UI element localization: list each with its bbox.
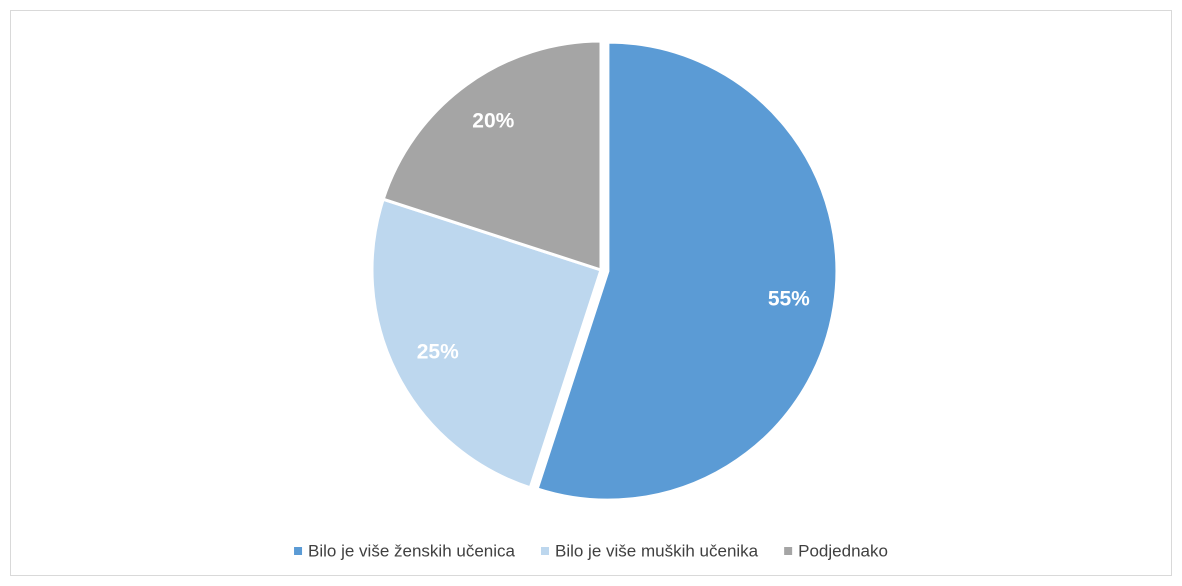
pie-slice xyxy=(370,197,603,490)
legend-label: Bilo je više muških učenika xyxy=(555,541,759,560)
data-label: 20% xyxy=(472,109,514,132)
data-label: 25% xyxy=(417,341,459,364)
pie-slice xyxy=(381,39,603,273)
pie-slice xyxy=(535,40,839,502)
legend-label: Bilo je više ženskih učenica xyxy=(308,541,515,560)
legend-marker xyxy=(294,547,303,555)
data-label: 55% xyxy=(768,287,810,310)
legend-marker xyxy=(784,547,793,555)
legend-label: Podjednako xyxy=(798,541,888,560)
legend-marker xyxy=(540,547,549,555)
